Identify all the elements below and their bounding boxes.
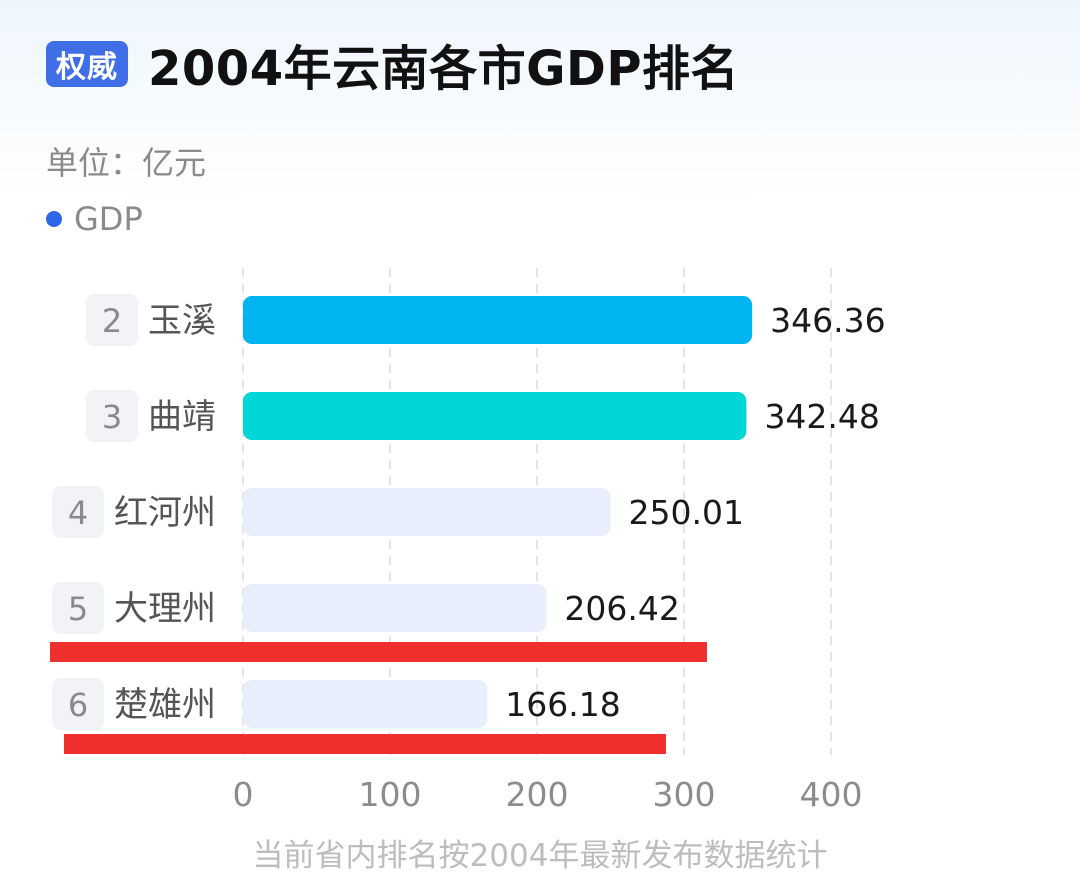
- x-tick-label: 0: [233, 775, 254, 814]
- bar: [243, 488, 611, 536]
- chart-header: 权威 2004年云南各市GDP排名: [46, 34, 739, 97]
- legend[interactable]: GDP: [46, 200, 143, 238]
- category-label: 曲靖: [148, 397, 216, 437]
- rank-box: [86, 294, 138, 346]
- bar: [243, 680, 488, 728]
- x-tick-label: 300: [653, 775, 716, 814]
- data-label: 346.36: [770, 301, 885, 340]
- rank-box: [52, 582, 104, 634]
- rank-box: [86, 390, 138, 442]
- footnote: 当前省内排名按2004年最新发布数据统计: [252, 838, 828, 874]
- rank-box: [52, 486, 104, 538]
- category-label: 玉溪: [148, 301, 216, 341]
- bar: [243, 584, 547, 632]
- category-label: 大理州: [114, 589, 216, 629]
- x-tick-label: 200: [506, 775, 569, 814]
- rank-label: 4: [68, 494, 88, 532]
- bar: [243, 296, 753, 344]
- legend-dot-icon: [46, 211, 62, 227]
- rank-label: 6: [68, 686, 88, 724]
- rank-box: [52, 678, 104, 730]
- x-tick-label: 400: [800, 775, 863, 814]
- rank-label: 3: [102, 398, 122, 436]
- rank-label: 5: [68, 590, 88, 628]
- authority-badge: 权威: [46, 41, 128, 87]
- data-label: 250.01: [629, 493, 744, 532]
- rank-label: 2: [102, 302, 122, 340]
- annotation-underline-chuxiong: [64, 734, 666, 754]
- legend-label: GDP: [74, 200, 143, 238]
- category-label: 楚雄州: [114, 685, 216, 725]
- data-label: 206.42: [564, 589, 679, 628]
- data-label: 342.48: [764, 397, 879, 436]
- data-label: 166.18: [505, 685, 620, 724]
- category-label: 红河州: [114, 493, 216, 533]
- bar: [243, 392, 747, 440]
- chart-title: 2004年云南各市GDP排名: [148, 41, 740, 97]
- unit-label: 单位：亿元: [46, 144, 207, 182]
- x-tick-label: 100: [359, 775, 422, 814]
- annotation-underline-dali: [50, 642, 707, 662]
